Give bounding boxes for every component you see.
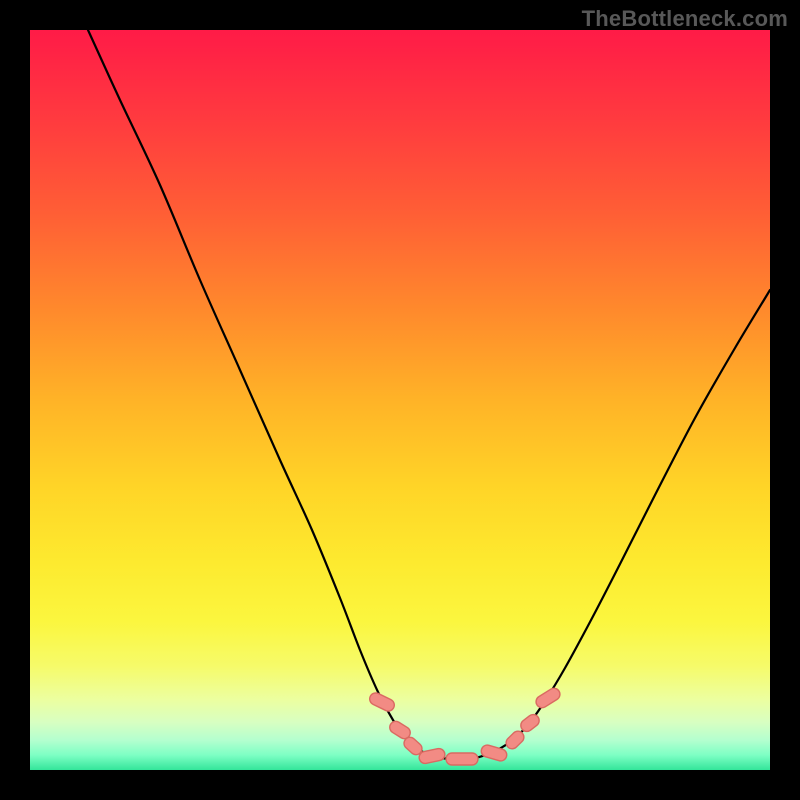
valley-marker [446,753,478,765]
watermark-text: TheBottleneck.com [582,6,788,32]
bottleneck-chart [0,0,800,800]
chart-frame: TheBottleneck.com [0,0,800,800]
gradient-plot-area [30,30,770,770]
